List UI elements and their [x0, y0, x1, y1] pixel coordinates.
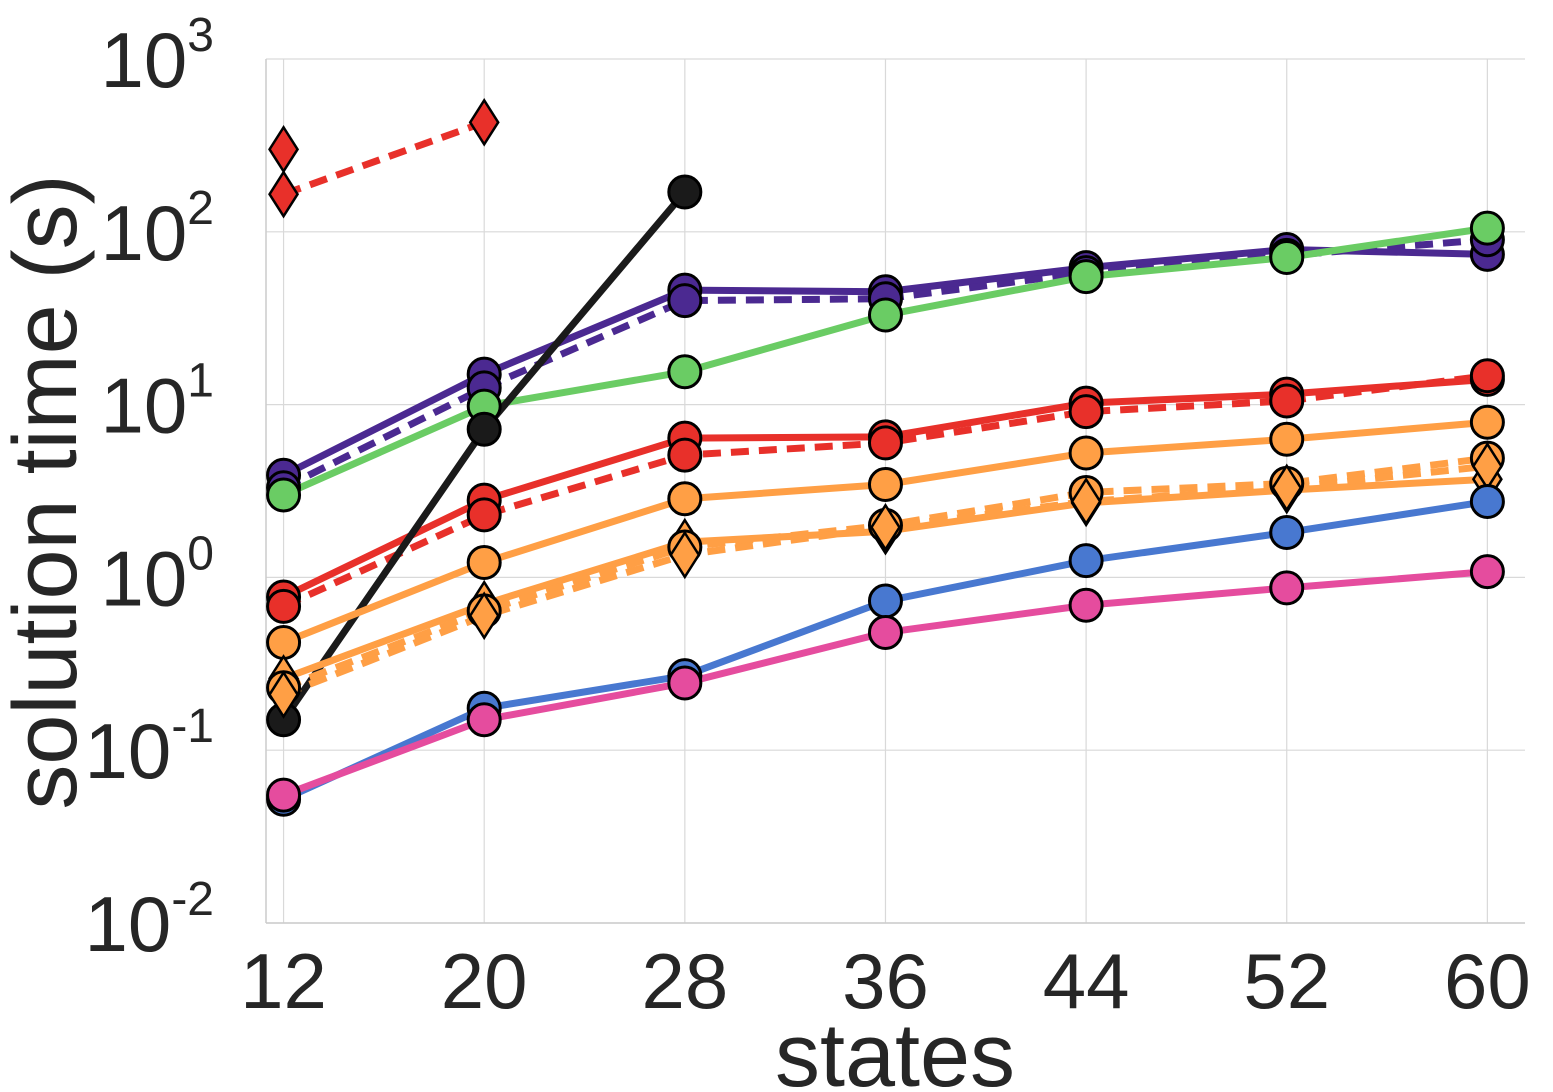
data-point — [1469, 358, 1505, 394]
y-tick-label: 103 — [101, 9, 214, 104]
data-point — [1269, 240, 1305, 276]
series-markers — [266, 98, 1505, 817]
data-point — [867, 425, 903, 461]
data-point — [468, 98, 500, 147]
data-point — [268, 670, 300, 719]
y-tick-label: 10-1 — [85, 700, 214, 795]
y-tick-label: 101 — [101, 355, 214, 450]
data-point — [1068, 435, 1104, 471]
data-point — [268, 125, 300, 174]
data-point — [669, 530, 701, 580]
x-tick-label: 60 — [1444, 937, 1531, 1025]
y-tick-label: 10-2 — [85, 873, 214, 968]
x-tick-label: 28 — [641, 937, 728, 1025]
data-point — [867, 466, 903, 502]
data-point — [1068, 259, 1104, 295]
data-point — [268, 169, 300, 219]
data-point — [466, 497, 502, 533]
y-tick-label: 100 — [101, 527, 214, 622]
y-axis-title: solution time (s) — [0, 174, 96, 809]
data-point — [1068, 543, 1104, 579]
data-point — [1469, 404, 1505, 440]
data-point — [1469, 554, 1505, 590]
data-point — [1469, 210, 1505, 246]
x-tick-label: 52 — [1243, 937, 1330, 1025]
data-point — [869, 502, 901, 552]
data-point — [266, 625, 302, 661]
data-point — [1070, 477, 1102, 526]
x-tick-labels: 12 20 28 36 44 52 60 — [240, 937, 1531, 1025]
x-tick-label: 20 — [441, 937, 528, 1025]
x-tick-label: 36 — [842, 937, 929, 1025]
data-point — [1269, 421, 1305, 457]
data-point — [667, 174, 703, 210]
data-point — [867, 614, 903, 650]
y-tick-labels: 103 102 101 100 10-1 10-2 — [85, 9, 214, 968]
data-point — [667, 354, 703, 390]
data-point — [466, 544, 502, 580]
axes — [265, 59, 1525, 924]
x-tick-label: 44 — [1043, 937, 1130, 1025]
x-axis-title: states — [775, 1006, 1015, 1092]
data-point — [667, 665, 703, 701]
data-point — [1068, 587, 1104, 623]
data-point — [466, 702, 502, 738]
data-point — [468, 591, 500, 641]
data-point — [667, 437, 703, 473]
data-point — [1469, 483, 1505, 519]
data-point — [1269, 383, 1305, 419]
data-point — [1271, 463, 1303, 513]
y-tick-label: 102 — [101, 182, 214, 277]
x-tick-label: 12 — [240, 937, 327, 1025]
data-point — [867, 583, 903, 619]
series-line-5 — [282, 119, 486, 198]
data-point — [867, 297, 903, 333]
data-point — [667, 283, 703, 319]
data-point — [266, 477, 302, 513]
data-point — [1269, 570, 1305, 606]
data-point — [266, 588, 302, 624]
data-point — [667, 481, 703, 517]
data-point — [1068, 394, 1104, 430]
data-point — [466, 411, 502, 447]
data-point — [1269, 514, 1305, 550]
data-point — [266, 777, 302, 813]
